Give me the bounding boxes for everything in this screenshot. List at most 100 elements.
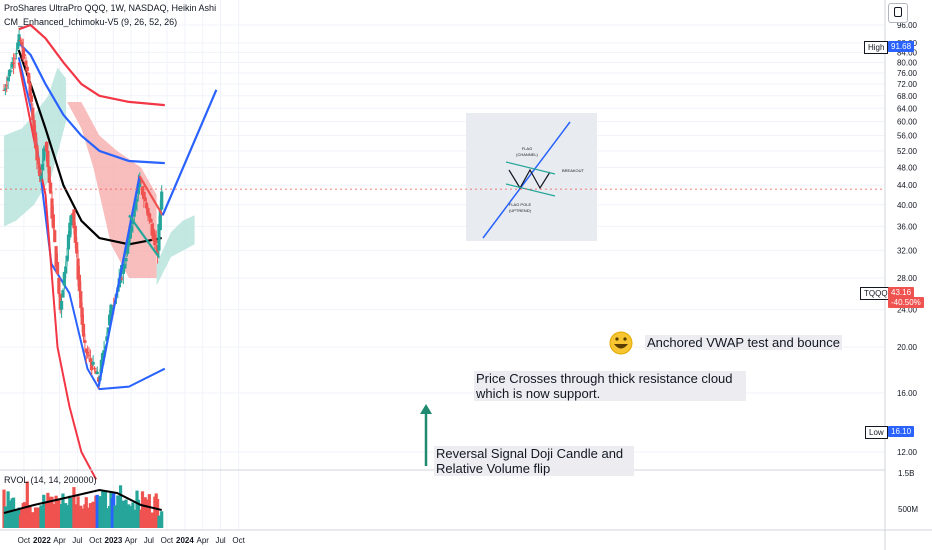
- currency-settings-icon[interactable]: [888, 3, 908, 23]
- candle-body: [77, 274, 82, 292]
- x-tick-label: Apr: [197, 536, 210, 545]
- candle-body: [134, 200, 138, 210]
- inset-pole-text: FLAG POLE: [509, 202, 532, 207]
- y-tick-label: 44.00: [897, 181, 918, 190]
- candle-body: [120, 278, 124, 280]
- candle-body: [2, 89, 6, 91]
- candle-body: [99, 359, 103, 373]
- candle-body: [124, 258, 128, 262]
- blue-ma-line: [17, 42, 165, 165]
- candle-body: [86, 352, 90, 355]
- candle-body: [160, 191, 164, 210]
- candle-body: [129, 226, 134, 232]
- candle-body: [62, 272, 66, 286]
- candle-body: [55, 261, 60, 274]
- vwap-line: [17, 49, 162, 246]
- candle-body: [146, 207, 150, 216]
- candle-body: [142, 192, 146, 200]
- rvol-pane: 1.5B 500M: [2, 469, 918, 528]
- inset-flag-text: FLAG: [522, 146, 532, 151]
- candle-body: [149, 218, 153, 222]
- inset-zigzag: [508, 168, 551, 190]
- x-tick-label: Jul: [144, 536, 154, 545]
- candle-body: [59, 300, 64, 310]
- candle-body: [9, 70, 13, 72]
- inset-pole-line: [482, 121, 571, 239]
- candle-body: [121, 265, 125, 274]
- candle-body: [101, 352, 105, 365]
- rvol-bar: [91, 501, 95, 528]
- symbol-label: TQQQ: [860, 287, 892, 300]
- x-tick-label: 2024: [176, 536, 194, 545]
- y-tick-label: 64.00: [897, 104, 918, 113]
- candles: [2, 29, 164, 389]
- x-tick-label: Oct: [18, 536, 31, 545]
- x-tick-label: Apr: [125, 536, 138, 545]
- rvol-legend[interactable]: RVOL (14, 14, 200000): [4, 475, 97, 485]
- trend-line-uptrend[interactable]: [97, 175, 141, 387]
- candle-body: [140, 186, 145, 196]
- trend-line-projection[interactable]: [161, 89, 218, 216]
- smiley-face: [609, 331, 633, 355]
- candle-body: [153, 234, 157, 246]
- candle-body: [83, 340, 87, 343]
- candle-body: [157, 224, 161, 251]
- inset-uptrend-text: (UPTREND): [509, 208, 532, 213]
- trend-line-flag-bottom[interactable]: [128, 214, 160, 258]
- inset-breakout-text: BREAKOUT: [562, 168, 585, 173]
- y-tick-label: 24.00: [897, 306, 918, 315]
- y-tick-label: 68.00: [897, 92, 918, 101]
- smiley-mouth: [614, 344, 628, 349]
- reversal-arrow-head: [420, 404, 432, 414]
- y-tick-label: 76.00: [897, 69, 918, 78]
- candle-body: [65, 255, 69, 262]
- y-tick-label: 12.00: [897, 448, 918, 457]
- time-axis[interactable]: Oct 2022 Apr Jul Oct 2023 Apr Jul Oct 2024 Apr Jul O…: [18, 536, 246, 545]
- inset-background: [466, 113, 597, 241]
- candle-body: [123, 264, 127, 269]
- candle-body: [20, 41, 24, 45]
- candle-body: [54, 246, 58, 268]
- x-tick-label: Oct: [232, 536, 245, 545]
- candle-body: [31, 107, 35, 121]
- candle-body: [91, 361, 95, 365]
- rvol-tick-label: 500M: [898, 505, 918, 514]
- candle-body: [147, 213, 151, 218]
- low-value: 16.10: [888, 426, 915, 437]
- candle-body: [25, 66, 29, 72]
- trend-line-flag-top[interactable]: [138, 175, 164, 216]
- smiley-eye-left: [615, 337, 619, 341]
- candle-body: [11, 62, 16, 64]
- candle-body: [10, 62, 14, 68]
- candle-body: [17, 34, 21, 45]
- y-tick-label: 40.00: [897, 201, 918, 210]
- annotation-cloud: Price Crosses through thick resistance c…: [474, 371, 746, 401]
- candle-body: [127, 237, 131, 247]
- candle-body: [22, 54, 27, 56]
- y-tick-label: 48.00: [897, 163, 918, 172]
- candle-body: [24, 60, 28, 66]
- candle-body: [135, 198, 139, 202]
- candle-body: [42, 148, 46, 161]
- candle-body: [38, 169, 42, 177]
- candle-body: [87, 355, 91, 357]
- candle-body: [76, 258, 80, 280]
- candle-body: [145, 202, 149, 209]
- x-tick-label: Jul: [215, 536, 225, 545]
- rvol-bar: [25, 481, 29, 528]
- red-ma-line: [18, 23, 165, 107]
- candle-body: [61, 290, 65, 298]
- indicator-legend[interactable]: CM_Enhanced_Ichimoku-V5 (9, 26, 52, 26): [4, 17, 178, 27]
- rvol-bar: [147, 494, 151, 528]
- candle-body: [39, 175, 43, 180]
- candle-body: [110, 308, 114, 310]
- candle-body: [33, 132, 38, 149]
- candle-body: [7, 69, 12, 77]
- chart-title[interactable]: ProShares UltraPro QQQ, 1W, NASDAQ, Heik…: [4, 3, 217, 13]
- candle-body: [92, 367, 97, 369]
- candle-body: [21, 48, 25, 60]
- candle-body: [73, 225, 77, 243]
- rvol-bar: [98, 496, 102, 528]
- y-tick-label: 16.00: [897, 389, 918, 398]
- x-tick-label: 2022: [33, 536, 51, 545]
